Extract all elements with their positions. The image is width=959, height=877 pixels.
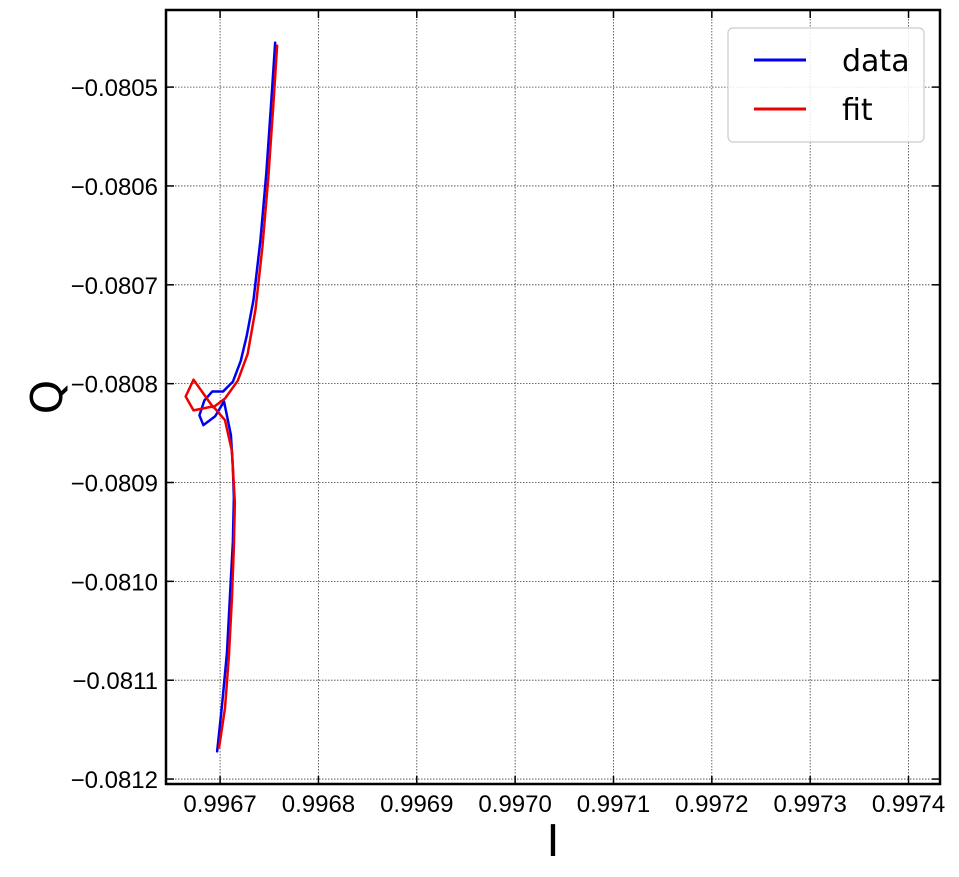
x-axis-label: I [547,816,560,867]
legend-label-fit: fit [842,93,873,128]
series-line-fit [184,44,279,749]
x-tick-label: 0.9974 [872,791,945,818]
y-axis-ticks: −0.0805 −0.0806 −0.0807 −0.0808 −0.0809 −0.08… [71,75,940,794]
y-tick-label: −0.0805 [71,75,158,102]
y-tick-label: −0.0808 [71,372,158,399]
x-tick-label: 0.9969 [380,791,453,818]
x-tick-label: 0.9967 [183,791,256,818]
legend-box [727,27,925,143]
x-tick-label: 0.9968 [282,791,355,818]
legend: data fit [727,27,925,143]
y-tick-label: −0.0806 [71,174,158,201]
legend-label-data: data [842,44,910,79]
x-tick-label: 0.9971 [577,791,650,818]
y-axis-label: Q [22,380,73,415]
plot-frame [164,8,942,786]
y-tick-label: −0.0811 [72,668,158,695]
x-tick-label: 0.9970 [478,791,551,818]
y-tick-label: −0.0807 [71,273,158,300]
y-tick-label: −0.0812 [71,767,158,794]
y-tick-label: −0.0809 [71,471,158,498]
grid [166,10,940,784]
x-tick-label: 0.9973 [773,791,846,818]
x-tick-label: 0.9972 [675,791,748,818]
series-line-data [198,41,277,753]
plot-area [184,41,279,753]
x-axis-ticks: 0.9967 0.9968 0.9969 0.9970 0.9971 0.9972 0.99… [183,10,945,818]
y-tick-label: −0.0810 [71,569,158,596]
